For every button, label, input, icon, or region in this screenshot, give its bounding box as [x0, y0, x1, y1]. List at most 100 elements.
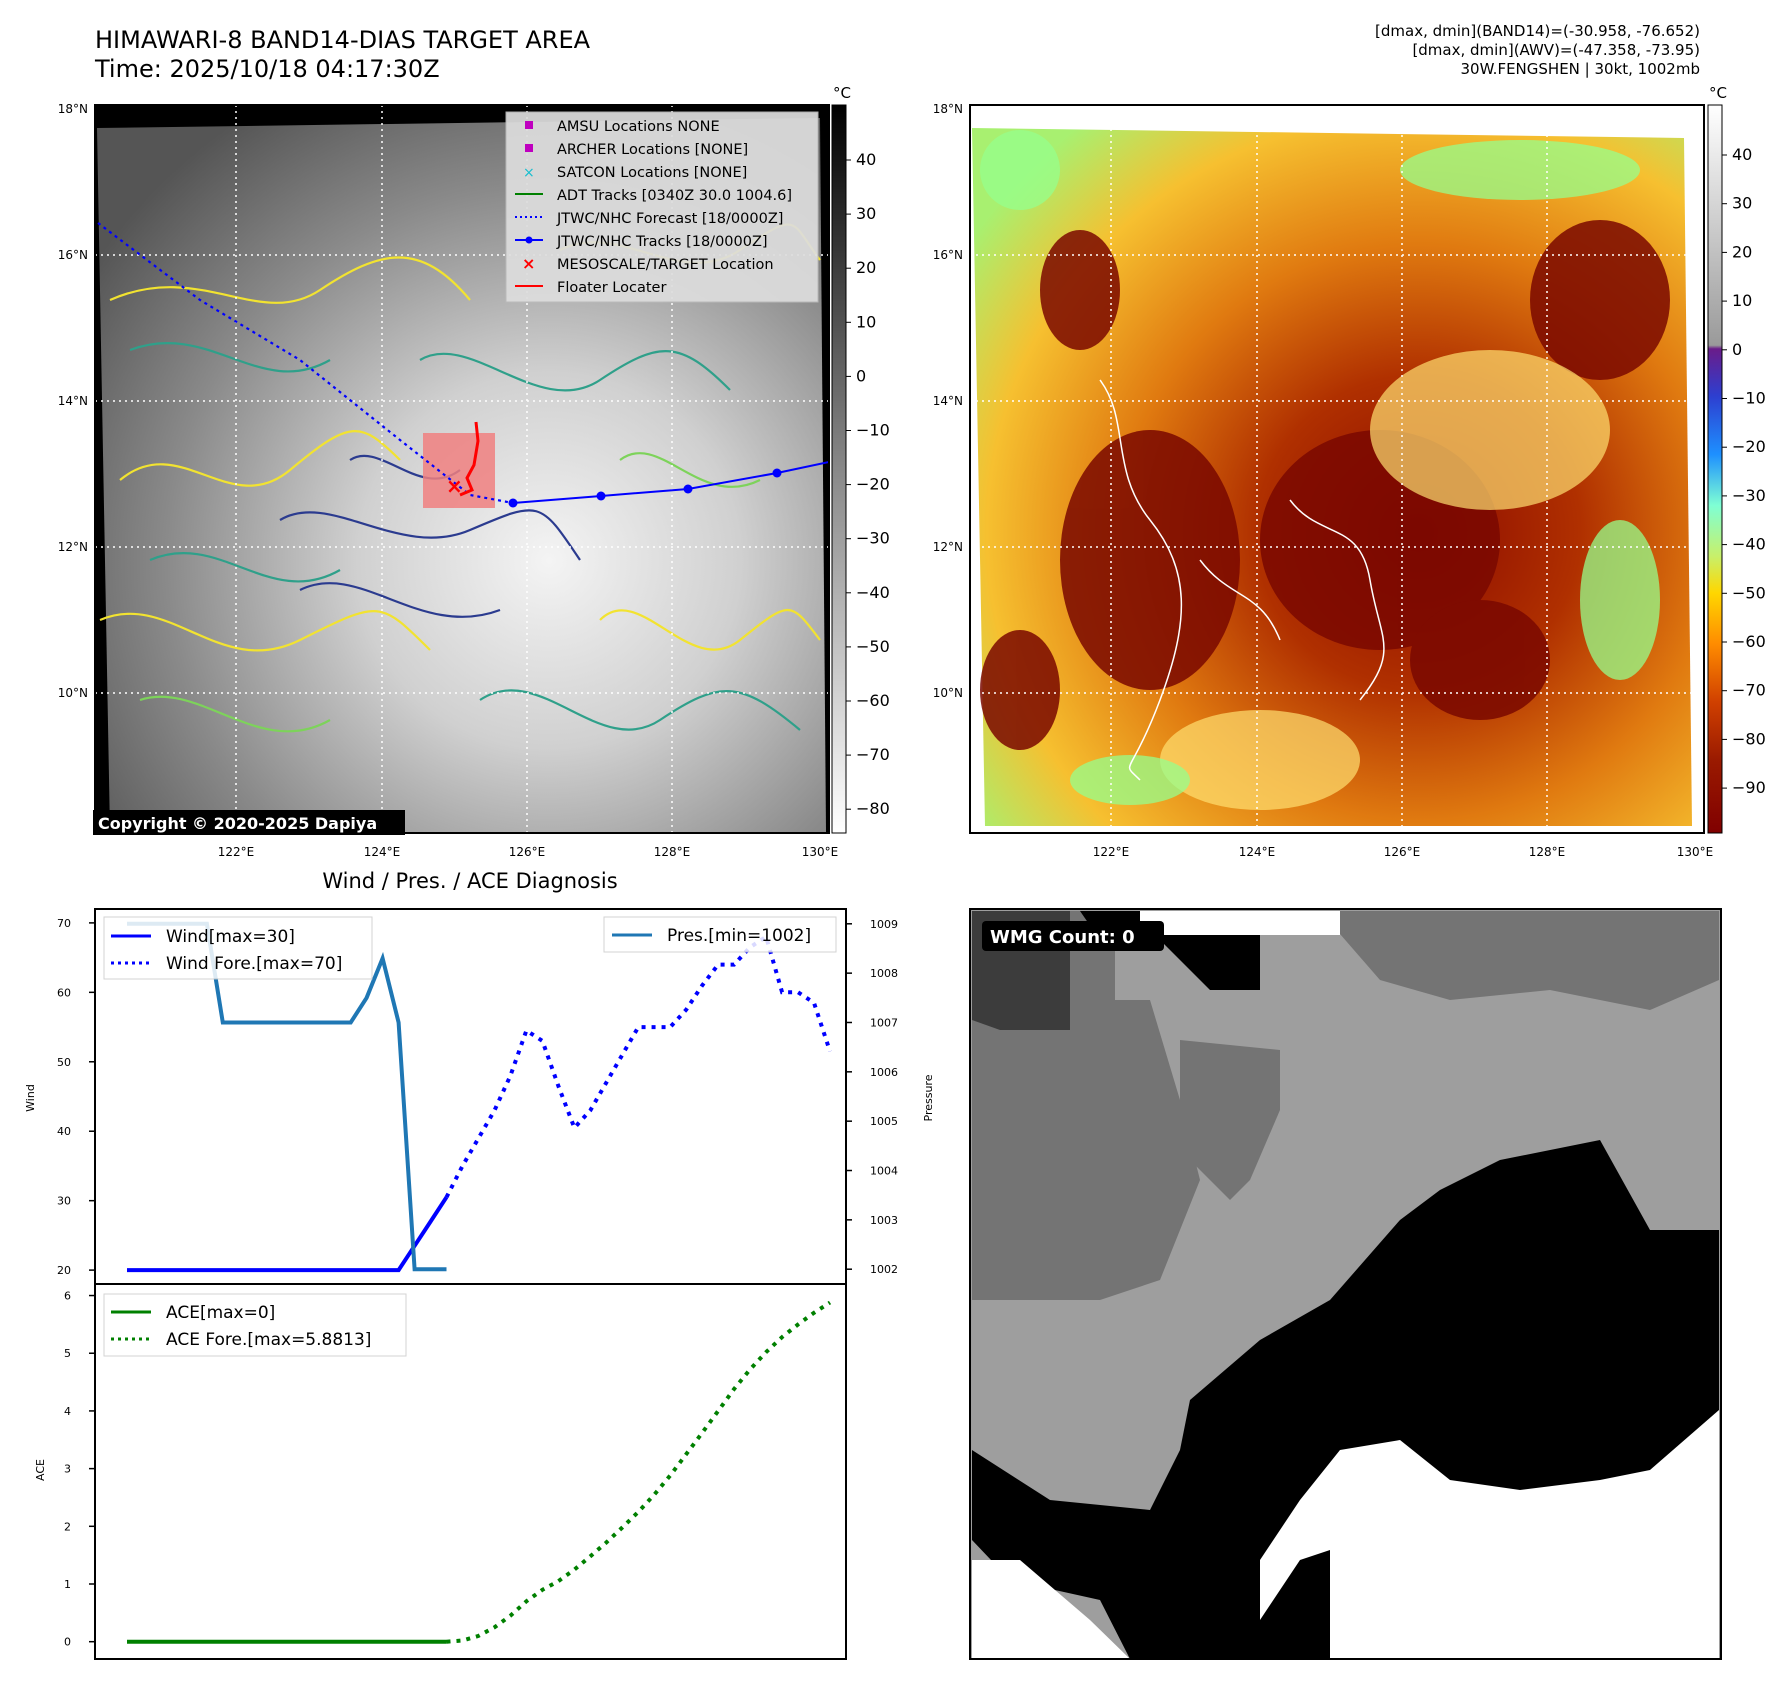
- colorbar-tick-label: 0: [1732, 340, 1742, 359]
- wmg-count-label: WMG Count: 0: [990, 927, 1135, 948]
- legend-jtwc-tracks: JTWC/NHC Tracks [18/0000Z]: [556, 234, 768, 250]
- y-tick-label: 2: [64, 1520, 71, 1533]
- legend-wind: Wind[max=30]: [166, 927, 295, 947]
- y-tick-label: 5: [64, 1347, 71, 1360]
- y-tick-label: 70: [57, 917, 71, 930]
- y-right-tick-label: 1008: [870, 967, 898, 980]
- colorbar-tick-label: 30: [856, 204, 876, 223]
- lat-label: 16°N: [58, 248, 88, 262]
- lon-label: 124°E: [364, 845, 401, 859]
- ir-map: × Copyright © 2020-2025 Dapiya AMSU Loca…: [58, 84, 890, 859]
- legend-satcon: SATCON Locations [NONE]: [557, 165, 747, 181]
- colorbar-tick-label: −20: [1732, 437, 1766, 456]
- wind-legend: Wind[max=30] Wind Fore.[max=70]: [103, 916, 373, 980]
- colorbar-tick-label: −20: [856, 475, 890, 494]
- legend-target: MESOSCALE/TARGET Location: [557, 257, 774, 273]
- colorbar-tick-label: 20: [856, 258, 876, 277]
- series-line-1: [446, 1300, 832, 1644]
- y-tick-label: 60: [57, 986, 71, 999]
- stats-block: [dmax, dmin](BAND14)=(-30.958, -76.652) …: [1375, 22, 1700, 79]
- pressure-legend: Pres.[min=1002]: [603, 916, 837, 953]
- lon-label: 122°E: [1093, 845, 1130, 859]
- y-tick-label: 40: [57, 1125, 71, 1138]
- floater-locater: [459, 421, 480, 497]
- colorbar-tick-label: −50: [856, 637, 890, 656]
- colorbar-tick-label: −90: [1732, 778, 1766, 797]
- lat-label: 12°N: [58, 540, 88, 554]
- legend-amsu: AMSU Locations NONE: [557, 119, 720, 135]
- colorbar-tick-label: 10: [1732, 291, 1752, 310]
- colorbar-tick-label: −40: [856, 583, 890, 602]
- series-line-0: [127, 1196, 449, 1273]
- y-tick-label: 30: [57, 1195, 71, 1208]
- legend-jtwc-forecast: JTWC/NHC Forecast [18/0000Z]: [556, 211, 783, 227]
- wind-axis-label: Wind: [24, 1084, 37, 1112]
- colorbar-tick-label: −60: [1732, 632, 1766, 651]
- colorbar-tick-label: 0: [856, 366, 866, 385]
- y-right-tick-label: 1002: [870, 1263, 898, 1276]
- lon-label: 128°E: [1529, 845, 1566, 859]
- ir-colorbar: [831, 104, 847, 834]
- lon-label: 122°E: [218, 845, 255, 859]
- lon-label: 124°E: [1239, 845, 1276, 859]
- lon-label: 126°E: [509, 845, 546, 859]
- enhanced-map: 18°N 16°N 14°N 12°N 10°N 122°E 124°E 126…: [933, 84, 1766, 859]
- y-tick-label: 3: [64, 1463, 71, 1476]
- colorbar-tick-label: −80: [1732, 729, 1766, 748]
- legend-adt: ADT Tracks [0340Z 30.0 1004.6]: [557, 188, 792, 204]
- lat-label: 16°N: [933, 248, 963, 262]
- y-tick-label: 20: [57, 1264, 71, 1277]
- y-right-tick-label: 1003: [870, 1214, 898, 1227]
- stats-line-awv: [dmax, dmin](AWV)=(-47.358, -73.95): [1412, 41, 1700, 59]
- lon-label: 130°E: [802, 845, 839, 859]
- legend-floater: Floater Locater: [557, 280, 666, 296]
- colorbar-tick-label: 20: [1732, 242, 1752, 261]
- legend-ace: ACE[max=0]: [166, 1303, 275, 1323]
- copyright-text: Copyright © 2020-2025 Dapiya: [98, 814, 377, 833]
- target-marker: ×: [446, 474, 463, 498]
- y-right-tick-label: 1005: [870, 1115, 898, 1128]
- ir-colorbar-unit: °C: [833, 84, 851, 102]
- colorbar-tick-label: −30: [856, 529, 890, 548]
- map-legend: AMSU Locations NONE ARCHER Locations [NO…: [505, 111, 819, 303]
- y-tick-label: 6: [64, 1290, 71, 1303]
- jtwc-forecast-track: [97, 222, 514, 505]
- lat-label: 10°N: [933, 686, 963, 700]
- lat-label: 14°N: [933, 394, 963, 408]
- colorbar-tick-label: −50: [1732, 583, 1766, 602]
- y-tick-label: 4: [64, 1405, 71, 1418]
- y-right-tick-label: 1009: [870, 918, 898, 931]
- colorbar-tick-label: 10: [856, 312, 876, 331]
- lat-label: 12°N: [933, 540, 963, 554]
- legend-pressure: Pres.[min=1002]: [667, 926, 811, 946]
- lat-label: 14°N: [58, 394, 88, 408]
- y-right-tick-label: 1006: [870, 1066, 898, 1079]
- stats-line-storm: 30W.FENGSHEN | 30kt, 1002mb: [1460, 60, 1700, 78]
- lat-label: 18°N: [933, 102, 963, 116]
- pressure-axis-label: Pressure: [922, 1074, 935, 1121]
- y-tick-label: 50: [57, 1056, 71, 1069]
- colorbar-tick-label: −10: [856, 421, 890, 440]
- colorbar-tick-label: −70: [1732, 681, 1766, 700]
- target-location-icon: ×: [522, 254, 535, 273]
- colorbar-tick-label: −60: [856, 691, 890, 710]
- stats-line-band14: [dmax, dmin](BAND14)=(-30.958, -76.652): [1375, 22, 1700, 40]
- lat-label: 18°N: [58, 102, 88, 116]
- colorbar-tick-label: 40: [1732, 145, 1752, 164]
- legend-wind-forecast: Wind Fore.[max=70]: [166, 954, 342, 974]
- lon-label: 126°E: [1384, 845, 1421, 859]
- lon-label: 128°E: [654, 845, 691, 859]
- colorbar-tick-label: −40: [1732, 535, 1766, 554]
- colorbar-tick-label: −80: [856, 799, 890, 818]
- satcon-marker-icon: ×: [523, 165, 535, 181]
- page-title: HIMAWARI-8 BAND14-DIAS TARGET AREA Time: …: [95, 26, 591, 83]
- colorbar-tick-label: −10: [1732, 389, 1766, 408]
- lon-label: 130°E: [1677, 845, 1714, 859]
- y-right-tick-label: 1007: [870, 1016, 898, 1029]
- y-tick-label: 1: [64, 1578, 71, 1591]
- colorbar-tick-label: −70: [856, 745, 890, 764]
- legend-archer: ARCHER Locations [NONE]: [557, 142, 748, 158]
- colorbar-tick-label: 40: [856, 150, 876, 169]
- y-tick-label: 0: [64, 1636, 71, 1649]
